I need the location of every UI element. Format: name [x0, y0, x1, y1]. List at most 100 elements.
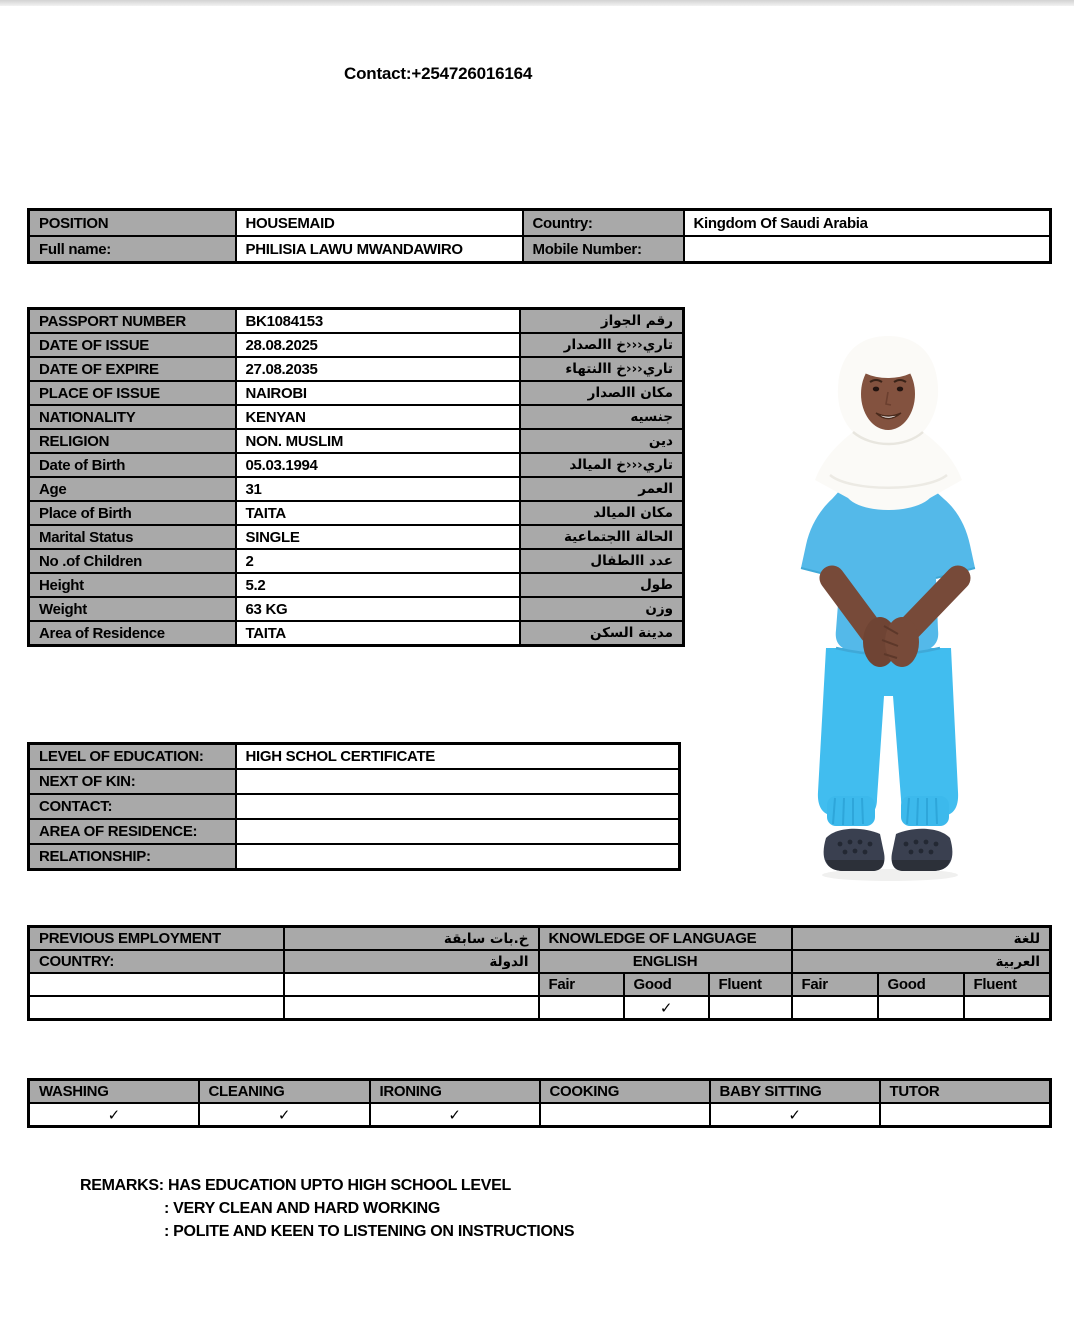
- table-row: ✓: [27, 995, 1052, 1021]
- table-row: RELATIONSHIP:: [27, 843, 681, 871]
- mobile-number-value: [682, 235, 1052, 264]
- row-arabic-label: طول: [518, 572, 685, 598]
- position-value: HOUSEMAID: [234, 208, 524, 237]
- country-label: Country:: [521, 208, 685, 237]
- row-label: No .of Children: [27, 548, 237, 574]
- arabic-good-label: Good: [876, 972, 965, 997]
- row-arabic-label: مدينة السكن: [518, 620, 685, 647]
- row-arabic-label: جنسيه: [518, 404, 685, 430]
- row-arabic-label: مكان االصدار: [518, 380, 685, 406]
- row-value: 31: [234, 476, 521, 502]
- arabic-fluent-label: Fluent: [962, 972, 1052, 997]
- table-row: COUNTRY: الدولة ENGLISH العربية: [27, 949, 1052, 974]
- table-row: AREA OF RESIDENCE:: [27, 818, 681, 845]
- row-value: KENYAN: [234, 404, 521, 430]
- position-country-table: POSITION HOUSEMAID Country: Kingdom Of S…: [27, 208, 1052, 264]
- country-value: [27, 995, 285, 1021]
- candidate-photo: [780, 330, 1010, 890]
- row-arabic-label: تاري‹‹‹خ االنتهاء: [518, 356, 685, 382]
- table-row: RELIGION NON. MUSLIM دين: [27, 428, 685, 454]
- table-row: POSITION HOUSEMAID Country: Kingdom Of S…: [27, 208, 1052, 237]
- row-label: Area of Residence: [27, 620, 237, 647]
- table-row: Weight 63 KG وزن: [27, 596, 685, 622]
- remarks-line-1: REMARKS: HAS EDUCATION UPTO HIGH SCHOOL …: [80, 1177, 511, 1194]
- table-row: Date of Birth 05.03.1994 تاري‹‹‹خ الميالد: [27, 452, 685, 478]
- row-label: Date of Birth: [27, 452, 237, 478]
- row-label: Height: [27, 572, 237, 598]
- next-of-kin-label: NEXT OF KIN:: [27, 768, 237, 795]
- table-row: CONTACT:: [27, 793, 681, 820]
- row-arabic-label: مكان الميالد: [518, 500, 685, 526]
- row-value: TAITA: [234, 500, 521, 526]
- english-good-check: ✓: [622, 995, 710, 1021]
- table-row: NEXT OF KIN:: [27, 768, 681, 795]
- row-arabic-label: تاري‹‹‹خ االصدار: [518, 332, 685, 358]
- row-label: Place of Birth: [27, 500, 237, 526]
- table-row: PASSPORT NUMBER BK1084153 رقم الجواز: [27, 307, 685, 334]
- row-arabic-label: دين: [518, 428, 685, 454]
- full-name-label: Full name:: [27, 235, 237, 264]
- country-label: COUNTRY:: [27, 949, 285, 974]
- row-value: 5.2: [234, 572, 521, 598]
- row-label: Marital Status: [27, 524, 237, 550]
- table-row: No .of Children 2 عدد االطفال: [27, 548, 685, 574]
- english-label: ENGLISH: [537, 949, 793, 974]
- row-arabic-label: الحالة االجتماعية: [518, 524, 685, 550]
- row-value: 27.08.2035: [234, 356, 521, 382]
- country-value-2: [282, 995, 540, 1021]
- cooking-check: [538, 1102, 711, 1128]
- country-arabic-label: الدولة: [282, 949, 540, 974]
- previous-employment-value: [27, 972, 285, 997]
- kin-contact-label: CONTACT:: [27, 793, 237, 820]
- row-label: DATE OF ISSUE: [27, 332, 237, 358]
- arabic-fair-label: Fair: [790, 972, 879, 997]
- previous-employment-value-2: [282, 972, 540, 997]
- row-arabic-label: وزن: [518, 596, 685, 622]
- employment-language-table: PREVIOUS EMPLOYMENT خ.بات سابقة KNOWLEDG…: [27, 925, 1053, 1021]
- kin-residence-value: [234, 818, 681, 845]
- english-fair-label: Fair: [537, 972, 625, 997]
- remarks-line-2: : VERY CLEAN AND HARD WORKING: [164, 1200, 441, 1217]
- table-row: Marital Status SINGLE الحالة االجتماعية: [27, 524, 685, 550]
- english-good-label: Good: [622, 972, 710, 997]
- arabic-fair-check: [790, 995, 879, 1021]
- row-label: PASSPORT NUMBER: [27, 307, 237, 334]
- remarks-line-3: : POLITE AND KEEN TO LISTENING ON INSTRU…: [164, 1223, 575, 1240]
- row-label: PLACE OF ISSUE: [27, 380, 237, 406]
- row-label: DATE OF EXPIRE: [27, 356, 237, 382]
- row-value: 05.03.1994: [234, 452, 521, 478]
- baby-sitting-check: ✓: [708, 1102, 881, 1128]
- education-kin-table: LEVEL OF EDUCATION: HIGH SCHOL CERTIFICAT…: [27, 742, 681, 871]
- row-label: Age: [27, 476, 237, 502]
- tutor-label: TUTOR: [878, 1078, 1052, 1104]
- table-row: PREVIOUS EMPLOYMENT خ.بات سابقة KNOWLEDG…: [27, 925, 1052, 951]
- page-top-edge: [0, 0, 1074, 6]
- english-fair-check: [537, 995, 625, 1021]
- kin-contact-value: [234, 793, 681, 820]
- arabic-fluent-check: [962, 995, 1052, 1021]
- position-label: POSITION: [27, 208, 237, 237]
- cleaning-label: CLEANING: [197, 1078, 371, 1104]
- next-of-kin-value: [234, 768, 681, 795]
- education-value: HIGH SCHOL CERTIFICATE: [234, 742, 681, 770]
- english-fluent-check: [707, 995, 793, 1021]
- row-value: NAIROBI: [234, 380, 521, 406]
- row-value: NON. MUSLIM: [234, 428, 521, 454]
- table-row: NATIONALITY KENYAN جنسيه: [27, 404, 685, 430]
- english-fluent-label: Fluent: [707, 972, 793, 997]
- table-row: Place of Birth TAITA مكان الميالد: [27, 500, 685, 526]
- row-value: 63 KG: [234, 596, 521, 622]
- skills-table: WASHING CLEANING IRONING COOKING BABY SI…: [27, 1078, 1052, 1128]
- table-row: Area of Residence TAITA مدينة السكن: [27, 620, 685, 647]
- tutor-check: [878, 1102, 1052, 1128]
- ironing-label: IRONING: [368, 1078, 541, 1104]
- row-label: Weight: [27, 596, 237, 622]
- row-label: RELIGION: [27, 428, 237, 454]
- table-row: Age 31 العمر: [27, 476, 685, 502]
- baby-sitting-label: BABY SITTING: [708, 1078, 881, 1104]
- table-row: Height 5.2 طول: [27, 572, 685, 598]
- row-value: 28.08.2025: [234, 332, 521, 358]
- cleaning-check: ✓: [197, 1102, 371, 1128]
- knowledge-of-language-label: KNOWLEDGE OF LANGUAGE: [537, 925, 793, 951]
- row-arabic-label: تاري‹‹‹خ الميالد: [518, 452, 685, 478]
